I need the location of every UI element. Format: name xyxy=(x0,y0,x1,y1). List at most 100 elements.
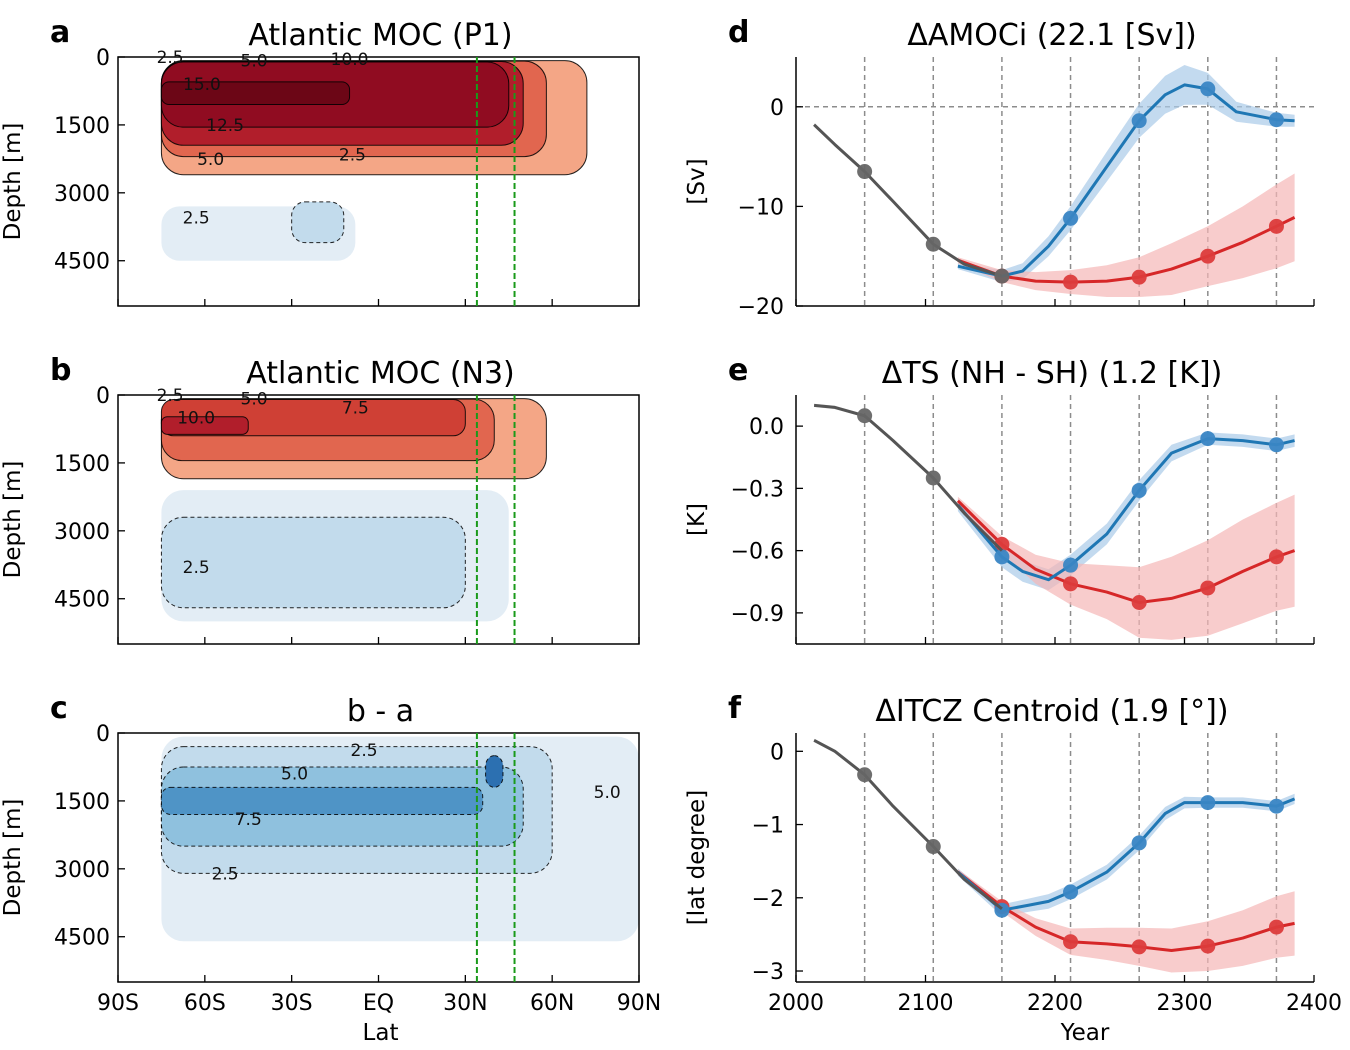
contour-label: 5.0 xyxy=(241,52,268,72)
series-marker-recovery xyxy=(1268,112,1284,128)
series-marker-historical xyxy=(925,470,941,486)
x-tick-label: 60S xyxy=(184,991,226,1016)
contour-region-neg2.5 xyxy=(160,516,466,609)
series-marker-historical xyxy=(994,268,1010,284)
contour-region-pos15 xyxy=(160,81,351,106)
series-marker-recovery xyxy=(1268,798,1284,814)
y-tick-label: 4500 xyxy=(54,588,110,613)
series-line-recovery xyxy=(956,797,1296,912)
series-marker-hosing xyxy=(1131,595,1147,610)
panel-title: Atlantic MOC (P1) xyxy=(248,18,512,53)
series-line-historical xyxy=(813,403,1003,552)
contour-label: 2.5 xyxy=(183,209,210,229)
series-marker-hosing xyxy=(1131,269,1147,285)
contour-label: 2.5 xyxy=(339,145,366,165)
series-marker-recovery xyxy=(1200,795,1216,811)
y-axis-label: [K] xyxy=(684,503,710,536)
series-marker-recovery xyxy=(1200,431,1216,447)
contour-label: 12.5 xyxy=(206,116,244,136)
y-tick-label: 4500 xyxy=(54,926,110,951)
contour-label: 5.0 xyxy=(197,150,224,170)
contour-label: 10.0 xyxy=(331,50,369,70)
contour-label: 7.5 xyxy=(342,399,369,419)
moc-panel-c: 2.5 5.0 5.0 7.5 2.5 0 1500 3000 4500 90S 60S 30S EQ 3… xyxy=(0,691,661,1046)
series-marker-hosing xyxy=(1268,549,1284,565)
panel-letter: d xyxy=(728,15,749,50)
spread-band-recovery xyxy=(957,432,1295,591)
panel-letter: b xyxy=(50,353,71,388)
moc-fill-group xyxy=(160,736,639,942)
series-line-recovery xyxy=(956,437,1295,582)
contour-label: 10.0 xyxy=(177,409,215,429)
x-tick-label: 90S xyxy=(97,991,139,1016)
spread-band-hosing xyxy=(957,173,1295,297)
contour-region-neg2.5 xyxy=(291,201,345,244)
series-marker-historical xyxy=(925,839,941,855)
contour-region-pos10 xyxy=(160,416,249,435)
ts-plot-group xyxy=(796,57,1314,306)
moc-fill-group xyxy=(160,398,547,622)
series-marker-hosing xyxy=(1200,938,1216,954)
panel-letter: a xyxy=(50,15,70,50)
contour-label: 7.5 xyxy=(235,810,262,830)
y-tick-label: 0 xyxy=(770,96,784,121)
panel-title: b - a xyxy=(347,694,414,729)
y-tick-label: 3000 xyxy=(54,858,110,883)
series-marker-historical xyxy=(925,236,941,252)
y-tick-label: −10 xyxy=(738,195,784,220)
panel-title: ΔITCZ Centroid (1.9 [°]) xyxy=(875,694,1228,729)
timeseries-panel-e: 0.0 −0.3 −0.6 −0.9 ΔTS (NH - SH) (1.2 [K]) e [… xyxy=(684,353,1315,645)
panel-title: ΔAMOCi (22.1 [Sv]) xyxy=(907,18,1196,53)
y-tick-label: −2 xyxy=(752,887,784,912)
x-tick-label: 90N xyxy=(617,991,661,1016)
series-marker-recovery xyxy=(1063,210,1079,226)
series-marker-hosing xyxy=(1200,248,1216,264)
contour-label: 15.0 xyxy=(183,75,221,95)
series-marker-hosing xyxy=(1063,934,1079,950)
y-tick-label: 1500 xyxy=(54,452,110,477)
contour-label: 2.5 xyxy=(157,386,184,406)
timeseries-panel-f: 0 −1 −2 −3 2000 2100 2200 2300 2400 ΔITCZ Centroi… xyxy=(684,691,1342,1046)
panel-title: Atlantic MOC (N3) xyxy=(246,356,515,391)
contour-label: 2.5 xyxy=(351,741,378,761)
y-tick-label: −3 xyxy=(752,960,784,985)
y-tick-label: 3000 xyxy=(54,182,110,207)
contour-label: 5.0 xyxy=(281,765,308,785)
panel-letter: f xyxy=(728,691,742,726)
series-marker-recovery xyxy=(1063,557,1079,573)
moc-fill-group xyxy=(160,60,588,261)
spread-band-hosing xyxy=(957,494,1295,640)
x-tick-label: EQ xyxy=(363,991,394,1016)
ts-plot-group xyxy=(813,395,1296,644)
series-marker-hosing xyxy=(1268,218,1284,234)
y-tick-label: −20 xyxy=(738,295,784,320)
y-tick-label: −0.6 xyxy=(731,540,784,565)
y-axis-label: Depth [m] xyxy=(0,123,26,241)
contour-label: 2.5 xyxy=(212,864,239,884)
series-marker-historical xyxy=(857,767,873,783)
series-marker-hosing xyxy=(1200,580,1216,596)
series-marker-historical xyxy=(857,408,873,424)
series-marker-hosing xyxy=(1268,919,1284,935)
y-tick-label: 1500 xyxy=(54,114,110,139)
x-tick-label: 2300 xyxy=(1157,991,1213,1016)
x-axis-label: Lat xyxy=(363,1020,399,1046)
series-marker-recovery xyxy=(1063,884,1079,900)
x-tick-label: 30N xyxy=(443,991,487,1016)
series-marker-hosing xyxy=(1063,274,1079,290)
series-marker-recovery xyxy=(1131,482,1147,498)
y-tick-label: 3000 xyxy=(54,520,110,545)
contour-label: 5.0 xyxy=(594,783,621,803)
y-tick-label: 0 xyxy=(96,46,110,71)
series-line-historical xyxy=(813,123,1003,278)
series-marker-hosing xyxy=(1063,576,1079,592)
y-tick-label: −0.3 xyxy=(731,477,784,502)
y-tick-label: 0.0 xyxy=(749,415,784,440)
moc-panel-b: 2.5 5.0 7.5 10.0 2.5 0 1500 3000 4500 Atlantic MO… xyxy=(0,353,640,645)
y-tick-label: 0 xyxy=(96,384,110,409)
y-tick-label: 0 xyxy=(96,722,110,747)
y-tick-label: 1500 xyxy=(54,790,110,815)
series-marker-historical xyxy=(857,164,873,180)
y-axis-label: [lat degree] xyxy=(684,790,710,925)
